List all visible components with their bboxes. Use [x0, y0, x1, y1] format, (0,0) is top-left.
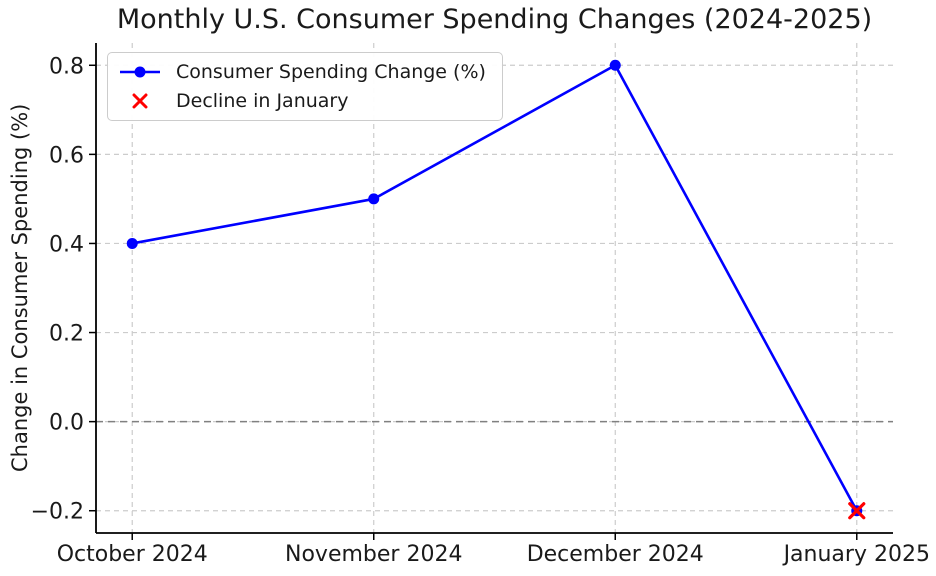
- legend-label-spending: Consumer Spending Change (%): [176, 61, 486, 83]
- spending-line: [130, 63, 859, 513]
- x-marker-icon: [132, 93, 148, 109]
- y-tick-label: 0.2: [49, 322, 84, 347]
- legend-circle-marker: [134, 66, 146, 78]
- decline-x-marker: [848, 502, 866, 520]
- legend: Consumer Spending Change (%) Decline in …: [107, 52, 503, 121]
- y-tick-label: 0.6: [49, 143, 84, 168]
- data-point-marker: [126, 237, 138, 249]
- y-tick-label: 0.8: [49, 54, 84, 79]
- legend-label-decline: Decline in January: [176, 90, 349, 112]
- data-point-marker: [609, 59, 621, 71]
- x-tick-label: November 2024: [285, 542, 462, 567]
- y-tick-label: 0.4: [49, 232, 84, 257]
- legend-item-decline: Decline in January: [118, 89, 486, 113]
- line-with-circle-marker-icon: [120, 66, 160, 78]
- legend-item-spending-line: Consumer Spending Change (%): [118, 60, 486, 84]
- chart-title: Monthly U.S. Consumer Spending Changes (…: [116, 4, 873, 35]
- x-marker-stroke-2: [132, 93, 148, 109]
- x-tick-label: December 2024: [527, 542, 704, 567]
- data-point-marker: [368, 193, 380, 205]
- y-tick-label: 0.0: [49, 411, 84, 436]
- x-tick-label: January 2025: [782, 542, 930, 567]
- x-tick-label: October 2024: [57, 542, 208, 567]
- y-tick-label: −0.2: [31, 500, 84, 525]
